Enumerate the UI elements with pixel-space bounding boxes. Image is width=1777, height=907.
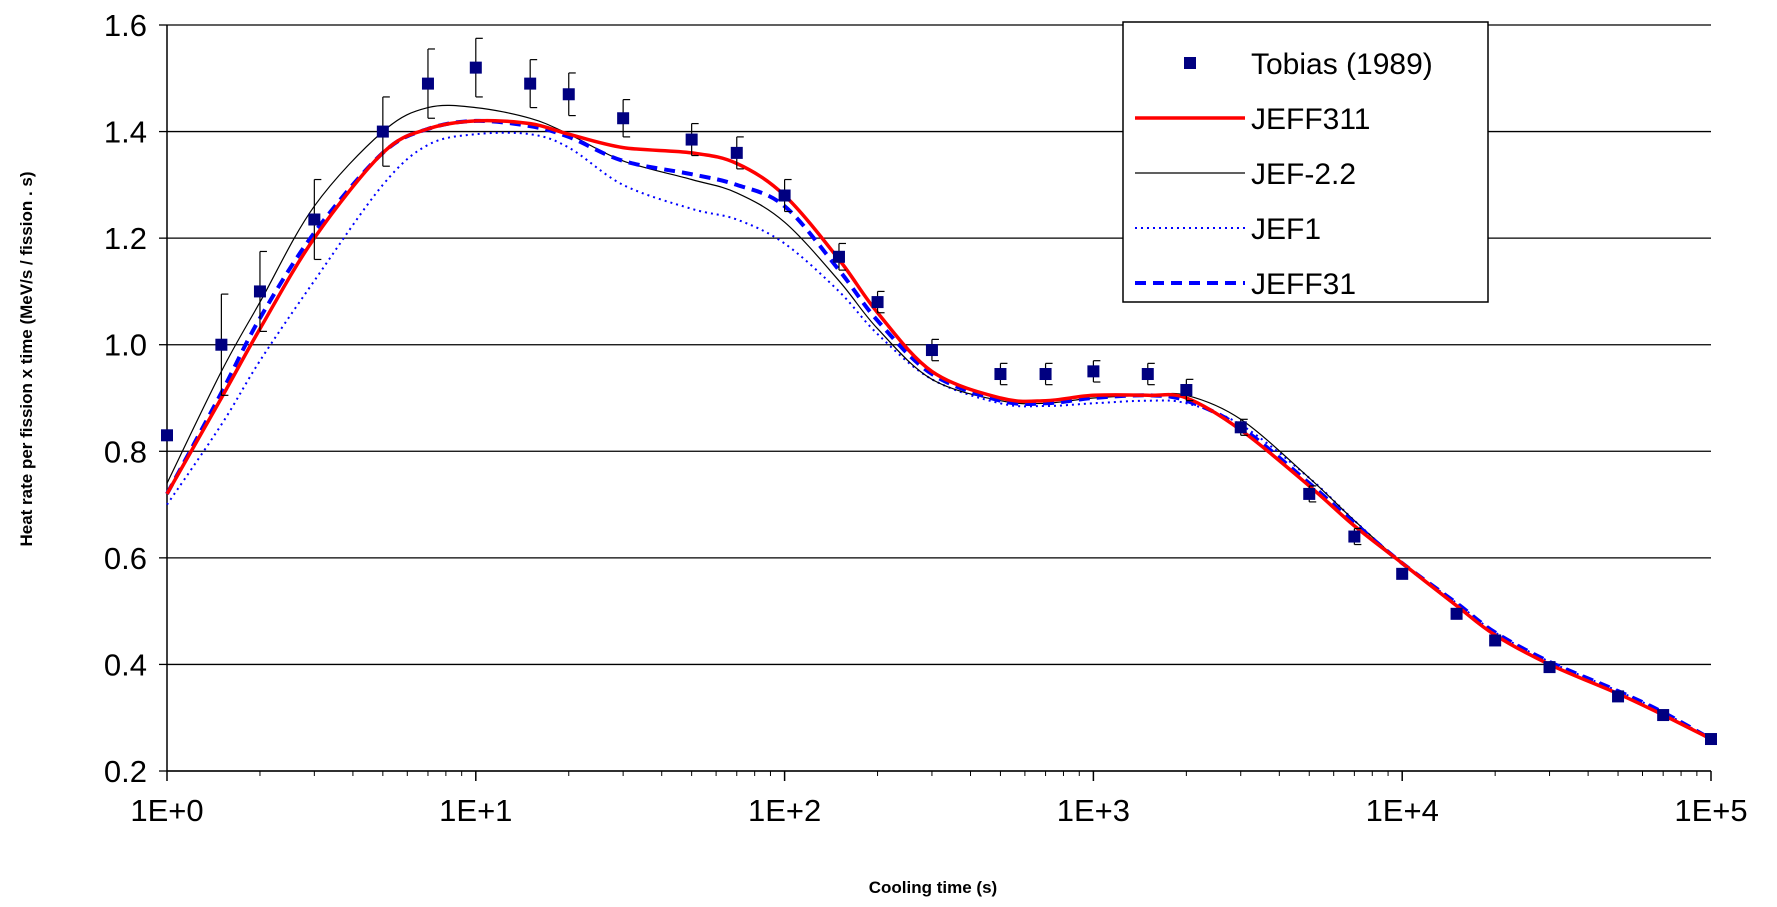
legend-label-tobias-1989-: Tobias (1989) [1251,48,1433,81]
y-axis-label: Heat rate per fission x time (MeV/s / fi… [17,171,36,546]
axes [159,24,1712,781]
legend: Tobias (1989) JEFF311 JEF-2.2 JEF1 JEFF31 [1122,21,1489,303]
data-point-tobias [469,61,482,74]
data-point-tobias [1657,709,1670,722]
y-tick-label: 1.0 [104,328,147,363]
data-point-tobias [1180,384,1193,397]
data-point-tobias [1039,368,1052,381]
series-line-jeff311 [165,118,1712,741]
y-tick-label: 0.8 [104,434,147,469]
data-point-tobias [1087,365,1100,378]
y-tick-label: 0.2 [104,754,147,789]
tick-labels: 0.2 0.4 0.6 0.8 1.0 1.2 1.4 1.6 1E+0 1E+1 1E+2 1E+3… [104,8,1748,828]
data-point-tobias [1612,690,1625,703]
legend-label-jeff311: JEFF311 [1251,103,1371,136]
data-point-tobias [1396,567,1409,580]
data-point-tobias [1234,421,1247,434]
y-tick-label: 1.2 [104,221,147,256]
data-point-tobias [730,146,743,159]
legend-box [1122,21,1489,303]
data-point-tobias [1489,634,1502,647]
data-point-tobias [994,368,1007,381]
data-point-tobias [871,296,884,309]
x-tick-label: 1E+3 [1057,793,1130,828]
legend-label-jef1: JEF1 [1251,213,1321,246]
data-point-tobias [685,133,698,146]
data-point-tobias [1543,661,1556,674]
x-tick-label: 1E+1 [439,793,512,828]
data-point-tobias [1141,368,1154,381]
data-point-tobias [1705,733,1717,746]
data-point-tobias [778,189,791,202]
legend-label-jef-2-2: JEF-2.2 [1251,158,1356,191]
y-tick-label: 1.6 [104,8,147,43]
data-points [161,37,1717,746]
data-point-tobias [376,125,389,138]
legend-swatch-tobias-1989- [1184,57,1196,69]
y-tick-label: 1.4 [104,115,147,150]
data-point-tobias [925,344,938,357]
data-point-tobias [308,213,321,226]
data-point-tobias [1450,607,1463,620]
data-point-tobias [617,112,630,125]
data-point-tobias [524,77,537,90]
data-point-tobias [421,77,434,90]
x-tick-label: 1E+2 [748,793,821,828]
data-point-tobias [253,285,266,298]
x-axis-label: Cooling time (s) [869,878,997,897]
data-point-tobias [1348,530,1361,543]
data-point-tobias [215,338,228,351]
legend-label-jeff31: JEFF31 [1251,268,1356,301]
data-point-tobias [1303,487,1316,500]
x-tick-label: 1E+5 [1674,793,1747,828]
y-tick-label: 0.6 [104,541,147,576]
series-lines [165,104,1712,741]
data-point-tobias [562,88,575,101]
y-tick-label: 0.4 [104,647,147,682]
x-tick-label: 1E+0 [130,793,203,828]
data-point-tobias [161,429,173,442]
data-point-tobias [832,250,845,263]
x-tick-label: 1E+4 [1366,793,1439,828]
